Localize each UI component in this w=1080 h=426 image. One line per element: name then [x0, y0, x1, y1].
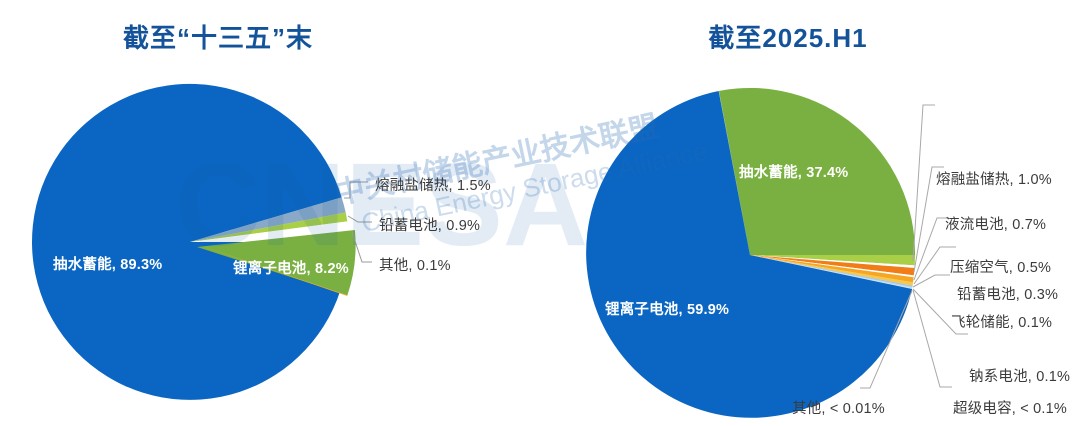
pie-label-lead-acid-right: 铅蓄电池, 0.3% [957, 287, 1059, 303]
pie-slice-lithium-ion[interactable] [197, 230, 356, 296]
pie-slice-sodium-battery[interactable] [750, 255, 913, 289]
pie-slice-pumped-hydro[interactable] [32, 83, 349, 400]
pie-hairline-2 [750, 255, 914, 278]
pie-label-other-right: 其他, < 0.01% [792, 401, 885, 417]
pie-label-molten-salt-right: 熔融盐储热, 1.0% [936, 172, 1052, 188]
pie-label-flywheel-right: 飞轮储能, 0.1% [951, 315, 1053, 331]
pie-slice-gap [190, 221, 348, 242]
pie-label-other-left: 其他, 0.1% [379, 258, 451, 274]
pie-label-lithium-ion-left: 锂离子电池, 8.2% [233, 261, 349, 277]
pie-label-molten-salt-left: 熔融盐储热, 1.5% [375, 178, 491, 194]
pie-chart-left [32, 83, 372, 400]
pie-slice-lead-acid[interactable] [750, 255, 913, 286]
leader-line-molten-salt [344, 181, 368, 199]
leader-line-lead-acid [347, 215, 372, 223]
pie-slice-lead-acid[interactable] [190, 212, 348, 243]
pie-label-pumped-hydro-right: 抽水蓄能, 37.4% [739, 165, 849, 181]
pie-label-flow-battery-right: 液流电池, 0.7% [945, 217, 1047, 233]
leader-line-flow-battery [913, 166, 944, 273]
leader-lines-right [860, 104, 968, 389]
pie-slice-flow-battery[interactable] [750, 255, 915, 276]
pie-chart-right [586, 87, 968, 418]
pie-label-supercapacitor-right: 超级电容, < 0.1% [953, 401, 1068, 417]
pie-slice-other[interactable] [718, 90, 750, 255]
pie-label-lithium-ion-right: 锂离子电池, 59.9% [605, 302, 730, 318]
leader-line-supercapacitor [912, 289, 952, 388]
pie-slice-compressed-air[interactable] [750, 255, 914, 283]
pie-hairline-1 [750, 255, 915, 268]
chart-title-left: 截至“十三五”末 [122, 23, 313, 53]
pie-label-lead-acid-left: 铅蓄电池, 0.9% [379, 218, 481, 234]
leader-line-flywheel [912, 274, 950, 288]
pie-slice-lithium-ion[interactable] [586, 91, 913, 418]
pie-slice-molten-salt[interactable] [750, 255, 916, 266]
leader-line-other [860, 290, 913, 389]
chart-panel-left: 截至“十三五”末 抽水蓄能, 89.3% 锂离子电池, 8.2% 熔融盐储热, … [32, 23, 491, 400]
leader-line-lead-acid [913, 246, 956, 285]
pie-slice-flywheel[interactable] [750, 255, 913, 287]
leader-line-compressed-air [913, 217, 949, 281]
pie-label-compressed-air-right: 压缩空气, 0.5% [950, 260, 1052, 276]
pie-slice-pumped-hydro[interactable] [718, 87, 916, 256]
chart-title-right: 截至2025.H1 [708, 23, 868, 53]
leader-line-sodium-battery [912, 288, 968, 335]
pie-label-pumped-hydro-left: 抽水蓄能, 89.3% [53, 257, 163, 273]
leader-lines-left [344, 181, 372, 263]
pie-slice-molten-salt[interactable] [190, 197, 346, 242]
leader-line-molten-salt [912, 104, 935, 262]
pie-slice-other[interactable] [190, 242, 348, 296]
pie-slice-supercapacitor[interactable] [750, 255, 913, 289]
pie-label-sodium-battery-right: 钠系电池, 0.1% [969, 369, 1071, 385]
leader-line-other [351, 231, 372, 263]
chart-panel-right: 截至2025.H1 [540, 0, 1080, 426]
